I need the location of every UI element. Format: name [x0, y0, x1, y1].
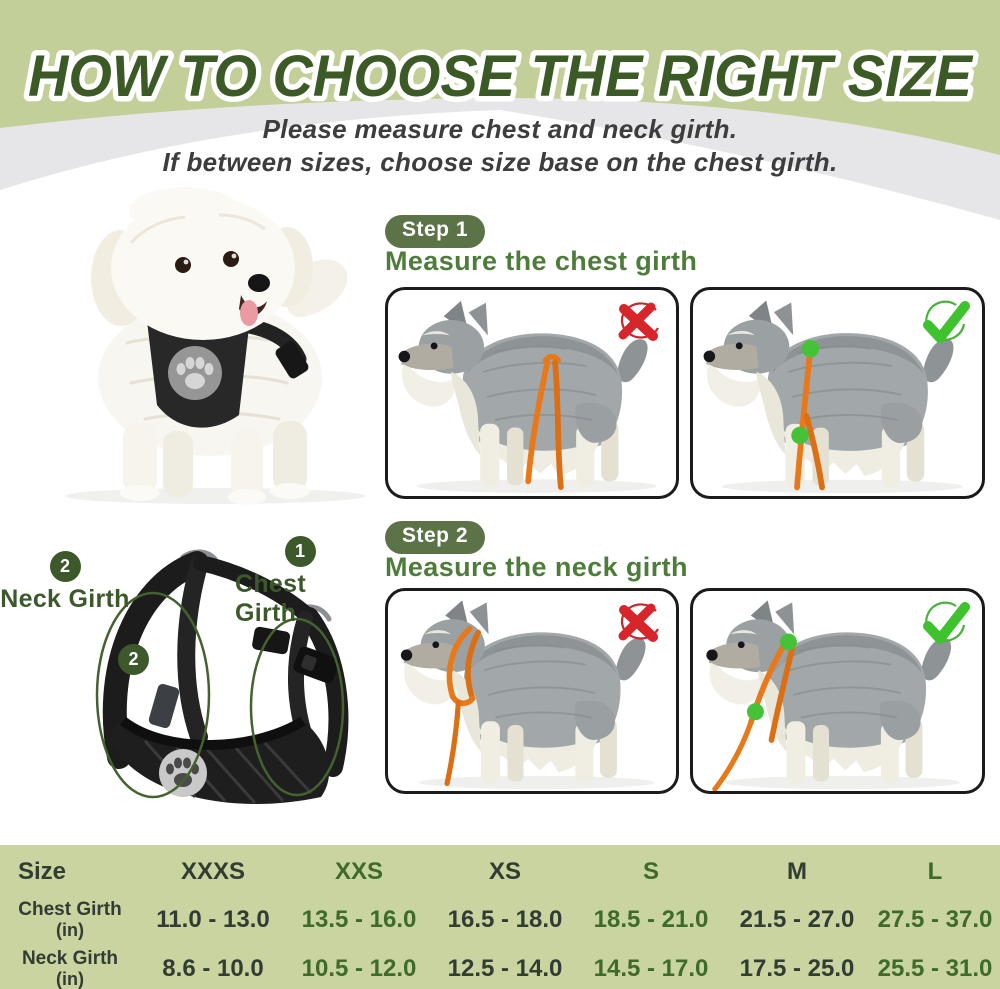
check-mark-icon — [916, 599, 970, 647]
step-1-badge: Step 1 — [385, 215, 486, 248]
neck-girth-label: Neck Girth — [0, 585, 130, 613]
neck-value-xxs: 10.5 - 12.0 — [301, 954, 417, 982]
size-header-m: M — [787, 858, 807, 885]
size-header-xxxs: XXXS — [180, 858, 246, 885]
chest-value-l: 27.5 - 37.0 — [877, 905, 993, 933]
chest-girth-row-label: Chest Girth (in) — [0, 898, 140, 940]
neck-girth-callout: 2 Neck Girth — [0, 551, 130, 614]
step1-wrong-example-panel — [385, 287, 679, 499]
chest-value-xs: 16.5 - 18.0 — [447, 905, 563, 933]
row-label-text: Chest Girth — [18, 898, 122, 920]
step-1-heading: Measure the chest girth — [385, 246, 698, 276]
neck-girth-row: Neck Girth (in) 8.6 - 10.0 10.5 - 12.0 1… — [0, 944, 1000, 989]
neck-girth-ring — [95, 591, 211, 799]
neck-girth-number-badge: 2 — [49, 551, 81, 582]
chest-girth-callout: 1 Chest Girth — [235, 536, 365, 628]
check-mark-icon — [916, 298, 970, 346]
chest-girth-row: Chest Girth (in) 11.0 - 13.0 13.5 - 16.0… — [0, 895, 1000, 944]
size-header-xs: XS — [488, 858, 521, 885]
neck-value-l: 25.5 - 31.0 — [877, 954, 993, 982]
side-release-buckle — [293, 646, 339, 684]
chest-value-m: 21.5 - 27.0 — [739, 905, 855, 933]
size-column-header: Size — [18, 858, 67, 885]
measuring-tape-wrong-position — [444, 625, 482, 787]
subtitle-line-2: If between sizes, choose size base on th… — [162, 147, 838, 177]
measure-point-dot — [791, 426, 809, 445]
subtitle-line-1: Please measure chest and neck girth. — [262, 114, 738, 144]
step2-wrong-example-panel — [385, 588, 679, 794]
measuring-tape-wrong-position — [525, 353, 564, 490]
size-header-xxs: XXS — [334, 858, 384, 885]
measuring-tape-neck — [712, 633, 797, 791]
page-title: HOW TO CHOOSE THE RIGHT SIZE — [23, 39, 980, 115]
step-2-badge: Step 2 — [385, 521, 486, 554]
measure-point-dot — [779, 633, 797, 651]
row-label-text: Neck Girth — [21, 947, 119, 969]
paw-print-badge — [168, 346, 222, 400]
step1-correct-example-panel — [690, 287, 985, 499]
neck-girth-inner-number-badge: 2 — [118, 644, 149, 675]
schnauzer-dog-illustration — [388, 591, 676, 791]
chest-girth-ring — [249, 617, 345, 797]
x-mark-icon — [610, 599, 664, 647]
size-chart-header-row: Size XXXS XXS XS S M L — [0, 849, 1000, 895]
measure-point-dot — [801, 340, 820, 358]
row-unit-text: (in) — [56, 968, 84, 989]
neck-value-xxxs: 8.6 - 10.0 — [162, 954, 264, 982]
measuring-tape-chest — [791, 340, 825, 491]
neck-value-m: 17.5 - 25.0 — [739, 954, 855, 982]
neck-value-xs: 12.5 - 14.0 — [447, 954, 563, 982]
chest-girth-label: Chest Girth — [235, 570, 306, 627]
row-unit-text: (in) — [56, 919, 84, 940]
harness-product-photo — [95, 549, 349, 805]
size-header-s: S — [642, 858, 659, 885]
size-header-l: L — [927, 858, 943, 885]
step-2-heading: Measure the neck girth — [385, 552, 688, 582]
maltese-dog-photo — [65, 187, 365, 505]
step2-correct-example-panel — [690, 588, 985, 794]
schnauzer-dog-illustration — [693, 591, 982, 791]
size-chart-table: Size XXXS XXS XS S M L Chest Girth (in) … — [0, 845, 1000, 989]
title-text: HOW TO CHOOSE THE RIGHT SIZE — [28, 44, 974, 109]
chest-girth-number-badge: 1 — [284, 536, 316, 567]
measure-point-dot — [746, 703, 764, 721]
x-mark-icon — [610, 298, 664, 346]
chest-value-s: 18.5 - 21.0 — [593, 905, 709, 933]
neck-girth-row-label: Neck Girth (in) — [0, 947, 140, 989]
schnauzer-dog-illustration — [693, 290, 982, 496]
neck-value-s: 14.5 - 17.0 — [593, 954, 709, 982]
strap-adjuster — [252, 626, 291, 655]
chest-value-xxxs: 11.0 - 13.0 — [156, 905, 270, 933]
paw-print-badge — [159, 749, 207, 797]
schnauzer-dog-illustration — [388, 290, 676, 496]
chest-value-xxs: 13.5 - 16.0 — [301, 905, 417, 933]
